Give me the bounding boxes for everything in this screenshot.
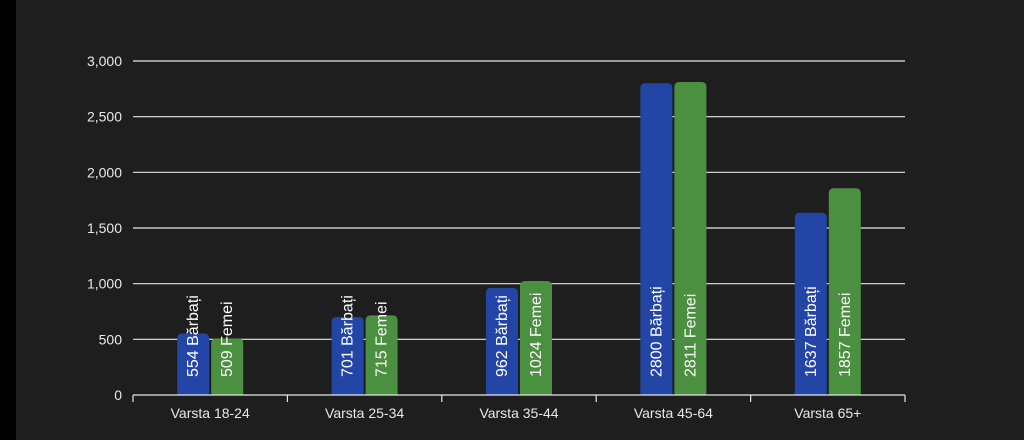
bar-femei: [674, 82, 707, 396]
data-label: 1637 Bărbați: [803, 286, 820, 377]
y-tick-label: 3,000: [87, 53, 122, 69]
y-tick-label: 0: [114, 387, 122, 403]
y-tick-label: 500: [99, 331, 123, 347]
bar-barbati: [486, 287, 518, 395]
bar-barbati: [640, 83, 673, 396]
data-label: 962 Bărbați: [494, 295, 511, 377]
bar-barbati: [794, 212, 827, 395]
x-tick-label: Varsta 35-44: [479, 405, 558, 421]
x-tick-label: Varsta 25-34: [325, 405, 404, 421]
y-axis-tick-labels: 0 500 1,000 1,500 2,000 2,500 3,000: [87, 53, 122, 403]
bar-femei: [211, 338, 244, 395]
y-tick-label: 2,500: [87, 109, 122, 125]
bar-femei: [828, 188, 861, 395]
bar-femei: [365, 315, 398, 395]
data-label: 509 Femei: [219, 301, 236, 377]
x-tick-label: Varsta 18-24: [171, 405, 250, 421]
data-label: 715 Femei: [374, 301, 391, 377]
y-tick-label: 2,000: [87, 164, 122, 180]
x-tick-label: Varsta 65+: [794, 405, 861, 421]
data-label: 701 Bărbați: [340, 295, 357, 377]
data-label: 554 Bărbați: [185, 295, 202, 377]
bar-femei: [520, 280, 552, 395]
data-label: 1857 Femei: [837, 293, 854, 378]
x-tick-label: Varsta 45-64: [634, 405, 713, 421]
bars: 554 Bărbați 509 Femei 701 Bărbați 715 Femei…: [177, 82, 861, 396]
data-label: 2800 Bărbați: [648, 286, 665, 377]
gridlines: [133, 60, 905, 340]
left-edge-strip: [0, 0, 16, 440]
x-axis: Varsta 18-24 Varsta 25-34 Varsta 35-44 Vars…: [132, 394, 906, 421]
y-tick-label: 1,000: [87, 276, 122, 292]
data-label: 2811 Femei: [682, 294, 699, 377]
bar-barbati: [331, 316, 364, 395]
data-label: 1024 Femei: [528, 293, 545, 378]
y-tick-label: 1,500: [87, 220, 122, 236]
bar-barbati: [177, 333, 210, 395]
